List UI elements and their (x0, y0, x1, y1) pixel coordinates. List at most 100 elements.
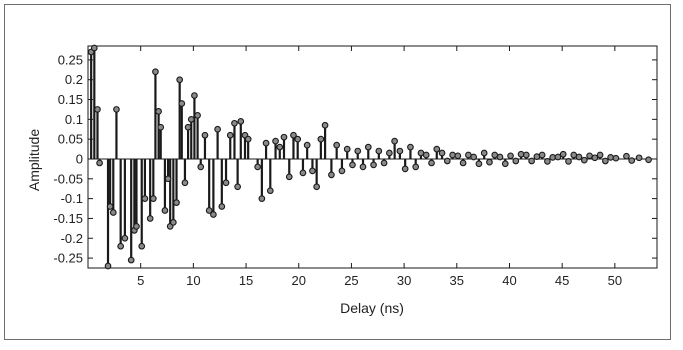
stem-marker (164, 175, 172, 183)
stem-marker (173, 199, 180, 206)
stem-marker (262, 139, 270, 147)
stem-marker (309, 167, 316, 175)
ticks-group: 5 10 15 20 25 30 35 40 45 50 0.25 0.2 0.15 0.1 0.05 0 -0… (53, 46, 657, 288)
stem-marker (222, 179, 230, 187)
x-axis-label: Delay (ns) (340, 300, 404, 316)
y-axis-label: Amplitude (26, 129, 42, 191)
stem-marker (127, 256, 135, 264)
stem-marker (285, 173, 293, 181)
x-tick-label: 10 (186, 273, 200, 288)
stem-marker (266, 187, 274, 195)
stem-marker (109, 209, 117, 216)
y-tick-label: -0.15 (53, 211, 83, 226)
stem-marker (121, 234, 129, 242)
stem-marker (507, 152, 514, 160)
y-tick-label: -0.1 (61, 191, 83, 206)
stem-marker (501, 160, 509, 168)
stem-marker (234, 183, 241, 191)
stem-marker (628, 157, 636, 164)
stem-marker (333, 141, 341, 149)
stem-marker (106, 203, 114, 210)
stem-marker (197, 163, 205, 171)
x-tick-label: 30 (397, 273, 411, 288)
y-tick-label: -0.25 (53, 251, 83, 266)
stem-marker (596, 151, 604, 159)
stem-marker (580, 156, 588, 164)
stem-marker (612, 154, 620, 162)
stem-marker (349, 161, 356, 169)
stem-marker (184, 123, 192, 131)
stem-marker (290, 131, 297, 139)
stem-marker (433, 145, 441, 153)
stem-marker (254, 163, 261, 171)
x-tick-label: 5 (137, 273, 144, 288)
stem-marker (359, 163, 367, 171)
stem-marker (146, 215, 154, 222)
stem-marker (201, 131, 209, 139)
stem-marker (244, 135, 252, 143)
stem-marker (218, 203, 226, 210)
stem-marker (152, 68, 159, 76)
stem-marker (294, 135, 302, 143)
stem-marker (428, 159, 435, 167)
markers-group (87, 44, 652, 270)
stem-marker (635, 154, 643, 162)
stem-marker (90, 44, 98, 52)
stem-marker (575, 153, 583, 161)
stem-marker (205, 207, 213, 214)
stem-marker (214, 125, 221, 133)
plot-area-border (87, 45, 658, 269)
stem-marker (602, 157, 609, 165)
stem-marker (380, 159, 388, 167)
y-tick-label: 0.05 (58, 132, 83, 147)
x-tick-label: 45 (555, 273, 569, 288)
x-tick-label: 50 (608, 273, 622, 288)
stem-marker (459, 159, 467, 167)
stem-marker (401, 165, 409, 173)
stem-marker (470, 153, 478, 161)
stem-marker (138, 242, 146, 250)
y-tick-label: -0.05 (53, 171, 83, 186)
stem-marker (117, 242, 125, 250)
stem-marker (538, 151, 546, 159)
stem-marker (328, 171, 335, 179)
y-tick-label: 0.2 (65, 72, 83, 87)
stem-marker (391, 137, 398, 145)
stem-marker (354, 147, 362, 155)
stem-marker (486, 158, 493, 166)
stem-marker (299, 169, 307, 177)
stem-marker (141, 195, 149, 202)
stem-marker (303, 141, 311, 149)
stem-marker (528, 157, 535, 165)
stem-marker (187, 115, 195, 123)
stem-marker (272, 137, 279, 145)
y-tick-label: -0.2 (61, 231, 83, 246)
stem-marker (161, 207, 169, 214)
stem-marker (407, 143, 414, 151)
stem-marker (170, 219, 177, 226)
y-tick-label: 0.25 (58, 52, 83, 67)
stem-marker (475, 160, 483, 168)
stem-marker (544, 158, 551, 165)
stem-marker (645, 156, 652, 164)
stem-marker (449, 151, 456, 159)
stem-marker (591, 154, 599, 162)
stem-marker (258, 195, 266, 202)
x-tick-label: 35 (450, 273, 464, 288)
stem-marker (157, 123, 165, 131)
x-tick-label: 15 (239, 273, 253, 288)
stem-marker (226, 131, 234, 139)
x-tick-label: 25 (344, 273, 358, 288)
stem-marker (176, 76, 184, 84)
stem-marker (280, 133, 288, 141)
stem-marker (133, 223, 140, 230)
stem-marker (412, 163, 420, 171)
y-tick-label: 0 (76, 151, 83, 166)
stem-marker (386, 149, 393, 157)
x-tick-label: 20 (292, 273, 306, 288)
stem-marker (104, 262, 112, 270)
stem-marker (554, 153, 562, 161)
stem-marker (321, 121, 329, 129)
stem-marker (237, 117, 245, 125)
stem-marker (276, 143, 284, 151)
